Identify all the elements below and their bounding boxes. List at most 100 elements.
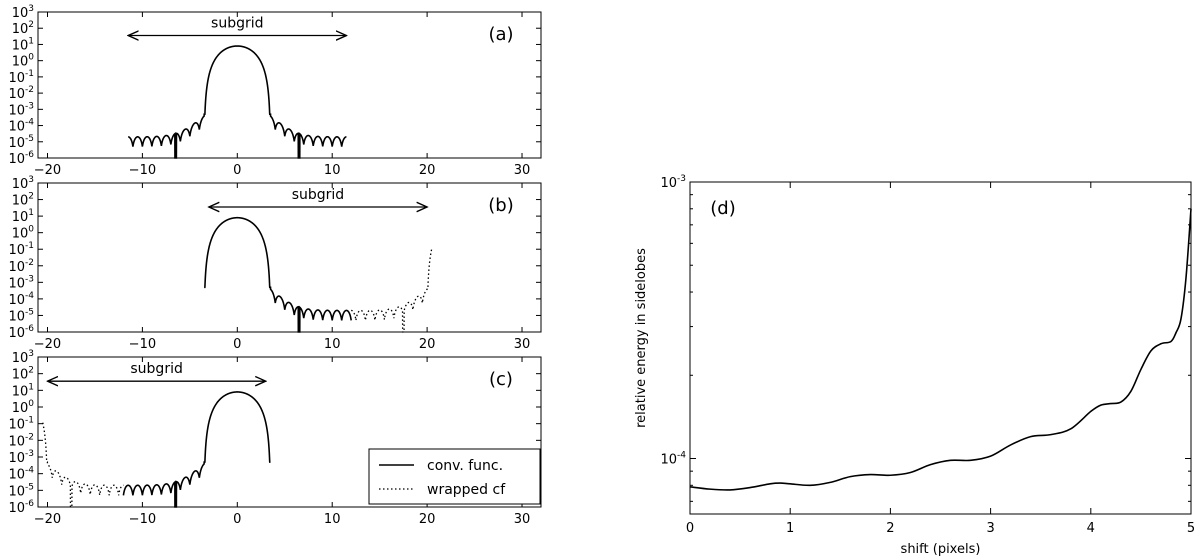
y-tick-label-exponent: -2 xyxy=(25,432,34,442)
panel-3: 0 1 2 3 4 5 (d) shift (pixels) relative energy i… xyxy=(634,181,1195,557)
y-tick-label-exponent: 3 xyxy=(28,349,34,359)
y-tick-label-exponent: 3 xyxy=(28,175,34,185)
y-axis-label: relative energy in sidelobes xyxy=(634,248,649,428)
y-tick-label: 102 xyxy=(12,366,34,383)
x-tick-label: 4 xyxy=(1087,521,1095,536)
y-tick-label-base: 10 xyxy=(12,194,29,209)
x-tick-label: 0 xyxy=(233,337,241,352)
y-tick-label-exponent: 0 xyxy=(28,399,34,409)
y-tick-label: 100 xyxy=(12,53,35,70)
y-tick-label-base: 10 xyxy=(12,22,29,37)
panel-label: (a) xyxy=(488,24,513,45)
y-tick-label: 103 xyxy=(12,4,34,21)
y-tick-label: 100 xyxy=(12,225,35,242)
y-tick-label-exponent: -1 xyxy=(25,241,34,251)
y-tick-label-exponent: -4 xyxy=(25,291,34,301)
plot-frame xyxy=(689,181,1192,515)
y-tick-label-base: 10 xyxy=(8,451,25,466)
y-tick-label-exponent: -5 xyxy=(25,134,34,144)
panel-label: (d) xyxy=(710,198,735,219)
y-tick-label-exponent: 0 xyxy=(28,53,34,63)
y-tick-label-exponent: -4 xyxy=(677,451,686,461)
y-tick-label: 10-5 xyxy=(8,134,34,151)
y-tick-label-base: 10 xyxy=(8,243,25,258)
panel-label: (b) xyxy=(488,195,513,216)
x-tick-label: −10 xyxy=(129,337,156,352)
y-tick-label-exponent: 2 xyxy=(28,366,34,376)
y-tick-label: 101 xyxy=(12,382,34,399)
series-line-solid xyxy=(128,45,347,159)
y-tick-label: 10-3 xyxy=(660,174,686,191)
y-tick-label: 10-1 xyxy=(8,416,34,433)
y-tick-label-base: 10 xyxy=(8,326,25,341)
y-tick-label-exponent: -1 xyxy=(25,416,34,426)
y-tick-label: 10-4 xyxy=(8,291,34,308)
y-tick-label: 10-2 xyxy=(8,432,34,449)
y-tick-label-exponent: -5 xyxy=(25,482,34,492)
y-tick-label-exponent: -3 xyxy=(25,101,34,111)
y-tick-label-exponent: -6 xyxy=(25,324,34,334)
y-tick-label: 10-2 xyxy=(8,85,34,102)
subgrid-label: subgrid xyxy=(292,187,344,203)
plot-frame xyxy=(37,182,542,333)
x-tick-label: −20 xyxy=(34,337,61,352)
y-tick-label: 10-1 xyxy=(8,241,34,258)
y-tick-label-base: 10 xyxy=(12,177,29,192)
y-tick-label-exponent: 1 xyxy=(28,382,34,392)
y-tick-label: 10-3 xyxy=(8,101,34,118)
x-tick-label: 10 xyxy=(324,337,341,352)
series-line-solid xyxy=(689,208,1192,491)
legend-box xyxy=(368,448,541,505)
series-line-dotted xyxy=(351,248,433,333)
y-tick-label: 10-6 xyxy=(8,150,34,167)
x-tick-label: 30 xyxy=(514,337,531,352)
y-tick-label-exponent: -3 xyxy=(677,174,686,184)
x-tick-label: 0 xyxy=(686,521,694,536)
y-tick-label-base: 10 xyxy=(12,210,29,225)
x-tick-label: 20 xyxy=(419,163,436,178)
y-tick-label: 10-6 xyxy=(8,499,34,516)
y-tick-label-base: 10 xyxy=(12,227,29,242)
y-tick-label-base: 10 xyxy=(8,293,25,308)
y-tick-label-base: 10 xyxy=(8,434,25,449)
series-line-solid xyxy=(204,216,352,333)
y-tick-label-base: 10 xyxy=(660,176,677,191)
y-tick-label-base: 10 xyxy=(8,468,25,483)
plot-frame xyxy=(37,356,542,508)
y-tick-label: 101 xyxy=(12,36,34,53)
y-tick-label-base: 10 xyxy=(8,103,25,118)
y-tick-label-base: 10 xyxy=(12,55,29,70)
y-tick-label-base: 10 xyxy=(12,368,29,383)
y-tick-label-exponent: -2 xyxy=(25,258,34,268)
y-tick-label: 10-4 xyxy=(8,118,34,135)
y-tick-label-base: 10 xyxy=(8,152,25,167)
y-tick-label: 10-3 xyxy=(8,449,34,466)
y-tick-label: 10-6 xyxy=(8,324,34,341)
x-tick-label: 30 xyxy=(514,512,531,527)
y-tick-label-base: 10 xyxy=(8,501,25,516)
plot-frame xyxy=(37,11,542,159)
y-tick-label-base: 10 xyxy=(8,260,25,275)
y-tick-label-base: 10 xyxy=(12,401,29,416)
panel-1: −20 −10 0 10 20 30 subgrid (b) xyxy=(34,182,542,352)
y-tick-label-base: 10 xyxy=(8,136,25,151)
x-tick-label: 5 xyxy=(1187,521,1195,536)
x-tick-label: −10 xyxy=(129,512,156,527)
y-tick-label: 10-3 xyxy=(8,274,34,291)
subgrid-label: subgrid xyxy=(130,361,182,377)
y-tick-label-base: 10 xyxy=(12,351,29,366)
y-tick-label-base: 10 xyxy=(12,384,29,399)
subgrid-label: subgrid xyxy=(211,16,263,32)
x-tick-label: 10 xyxy=(324,163,341,178)
y-tick-label-base: 10 xyxy=(8,418,25,433)
x-tick-label: 20 xyxy=(419,512,436,527)
y-tick-label-exponent: -2 xyxy=(25,85,34,95)
legend: conv. func. wrapped cf xyxy=(368,448,541,505)
series-line-dotted xyxy=(42,422,124,508)
y-tick-label-exponent: 1 xyxy=(28,208,34,218)
y-tick-label: 102 xyxy=(12,192,34,209)
y-tick-label: 103 xyxy=(12,175,34,192)
y-tick-label: 10-5 xyxy=(8,307,34,324)
y-tick-label: 102 xyxy=(12,20,34,37)
y-tick-label: 10-5 xyxy=(8,482,34,499)
